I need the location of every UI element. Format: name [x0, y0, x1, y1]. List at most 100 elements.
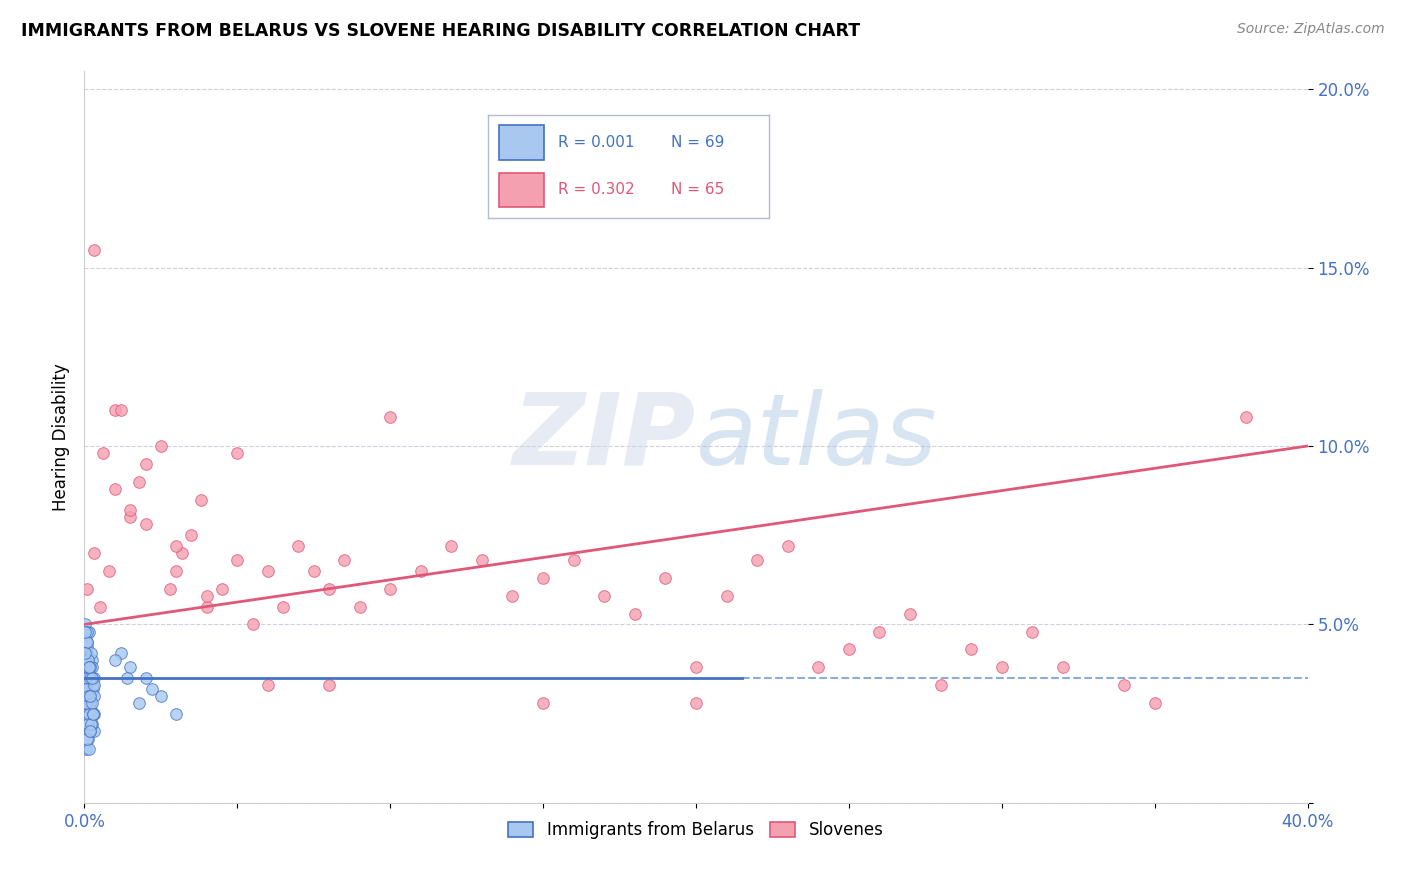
Point	[73, 653, 96, 667]
Point	[79, 660, 101, 674]
Point	[991, 660, 1014, 674]
Point	[318, 678, 340, 692]
Point	[333, 553, 356, 567]
Point	[76, 582, 98, 596]
Point	[76, 639, 98, 653]
Point	[77, 689, 100, 703]
Point	[80, 717, 103, 731]
Point	[83, 706, 105, 721]
Point	[257, 564, 280, 578]
Point	[91, 446, 114, 460]
Point	[593, 589, 616, 603]
Text: atlas: atlas	[696, 389, 938, 485]
Point	[349, 599, 371, 614]
Point	[149, 439, 172, 453]
Text: IMMIGRANTS FROM BELARUS VS SLOVENE HEARING DISABILITY CORRELATION CHART: IMMIGRANTS FROM BELARUS VS SLOVENE HEARI…	[21, 22, 860, 40]
Point	[79, 696, 101, 710]
Point	[898, 607, 921, 621]
Point	[380, 410, 402, 425]
Point	[79, 724, 101, 739]
Point	[80, 646, 103, 660]
Point	[80, 660, 103, 674]
Point	[159, 582, 181, 596]
Point	[82, 678, 104, 692]
Point	[929, 678, 952, 692]
Point	[77, 742, 100, 756]
Text: Source: ZipAtlas.com: Source: ZipAtlas.com	[1237, 22, 1385, 37]
Point	[380, 582, 402, 596]
Point	[75, 696, 97, 710]
Point	[110, 403, 132, 417]
Point	[226, 553, 249, 567]
Point	[76, 731, 98, 746]
Point	[1114, 678, 1136, 692]
Point	[77, 717, 100, 731]
Point	[409, 564, 432, 578]
Point	[302, 564, 325, 578]
Point	[73, 646, 96, 660]
Point	[83, 546, 105, 560]
Point	[531, 571, 554, 585]
Point	[195, 599, 218, 614]
Point	[82, 681, 104, 696]
Point	[75, 681, 97, 696]
Point	[1052, 660, 1074, 674]
Point	[82, 706, 104, 721]
Point	[869, 624, 891, 639]
Point	[77, 660, 100, 674]
Point	[80, 671, 103, 685]
Point	[1236, 410, 1258, 425]
Point	[79, 689, 101, 703]
Point	[502, 589, 524, 603]
Point	[141, 681, 163, 696]
Point	[287, 539, 309, 553]
Y-axis label: Hearing Disability: Hearing Disability	[52, 363, 70, 511]
Point	[149, 689, 172, 703]
Point	[77, 706, 100, 721]
Point	[128, 696, 150, 710]
Point	[83, 689, 105, 703]
Point	[190, 492, 212, 507]
Point	[83, 678, 105, 692]
Point	[76, 646, 98, 660]
Point	[77, 667, 100, 681]
Point	[79, 671, 101, 685]
Point	[776, 539, 799, 553]
Point	[562, 553, 585, 567]
Point	[471, 553, 494, 567]
Point	[104, 403, 127, 417]
Point	[180, 528, 202, 542]
Point	[318, 582, 340, 596]
Point	[82, 706, 104, 721]
Point	[80, 703, 103, 717]
Point	[960, 642, 983, 657]
Point	[76, 653, 98, 667]
Legend: Immigrants from Belarus, Slovenes: Immigrants from Belarus, Slovenes	[502, 814, 890, 846]
Point	[79, 724, 101, 739]
Point	[82, 653, 104, 667]
Point	[1143, 696, 1166, 710]
Point	[135, 671, 157, 685]
Point	[83, 724, 105, 739]
Point	[75, 696, 97, 710]
Point	[97, 564, 120, 578]
Point	[440, 539, 463, 553]
Point	[128, 475, 150, 489]
Point	[83, 671, 105, 685]
Point	[77, 681, 100, 696]
Point	[89, 599, 111, 614]
Point	[716, 589, 738, 603]
Point	[75, 624, 97, 639]
Point	[685, 696, 707, 710]
Text: ZIP: ZIP	[513, 389, 696, 485]
Point	[195, 589, 218, 603]
Point	[82, 696, 104, 710]
Point	[79, 696, 101, 710]
Point	[77, 731, 100, 746]
Point	[83, 243, 105, 257]
Point	[79, 689, 101, 703]
Point	[747, 553, 769, 567]
Point	[77, 653, 100, 667]
Point	[76, 706, 98, 721]
Point	[135, 517, 157, 532]
